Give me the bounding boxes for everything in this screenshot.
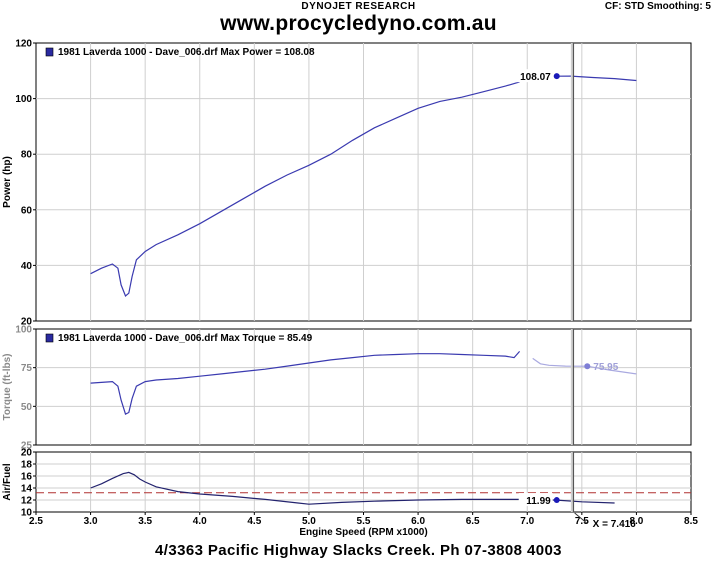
power-series-line	[90, 81, 520, 297]
settings-label: CF: STD Smoothing: 5	[604, 1, 711, 12]
footer-address: 4/3363 Pacific Highway Slacks Creek. Ph …	[155, 542, 562, 559]
torque-ytick-label: 50	[21, 402, 33, 413]
website-title: www.procycledyno.com.au	[220, 12, 497, 35]
brand-label: DYNOJET RESEARCH	[301, 1, 416, 12]
torque-ytick-label: 100	[15, 325, 32, 336]
x-tick-label: 5.5	[357, 516, 371, 527]
torque-series-line	[532, 357, 637, 375]
power-marker-label: 108.07	[520, 72, 551, 83]
chart-header: DYNOJET RESEARCH CF: STD Smoothing: 5 ww…	[0, 0, 717, 40]
afr-ytick-label: 10	[21, 508, 33, 519]
torque-legend-label: 1981 Laverda 1000 - Dave_006.drf Max Tor…	[58, 333, 313, 344]
x-tick-label: 8.0	[629, 516, 643, 527]
torque-marker-label: 75.95	[593, 362, 618, 373]
cursor-readout: X = 7.416	[593, 519, 637, 530]
power-ytick-label: 80	[21, 150, 33, 161]
afr-ytick-label: 14	[21, 484, 33, 495]
cursor-pointer	[574, 512, 587, 524]
x-tick-label: 4.5	[247, 516, 261, 527]
torque-marker-point	[584, 363, 591, 370]
x-axis-label: Engine Speed (RPM x1000)	[299, 527, 427, 538]
torque-axis-label: Torque (ft-lbs)	[2, 353, 13, 420]
x-tick-label: 3.5	[138, 516, 152, 527]
afr-ytick-label: 12	[21, 496, 33, 507]
x-tick-label: 6.0	[411, 516, 425, 527]
torque-ytick-label: 75	[21, 363, 33, 374]
power-marker-point	[553, 73, 560, 80]
afr-marker-label-bg	[518, 493, 553, 507]
power-ytick-label: 120	[15, 39, 32, 50]
power-legend-label: 1981 Laverda 1000 - Dave_006.drf Max Pow…	[58, 47, 315, 58]
power-ytick-label: 40	[21, 261, 33, 272]
afr-series-line	[90, 471, 615, 505]
afr-axis-label: Air/Fuel	[2, 463, 13, 500]
x-tick-label: 2.5	[29, 516, 43, 527]
x-tick-label: 7.0	[520, 516, 534, 527]
power-series-line	[556, 75, 637, 82]
x-tick-label: 7.5	[575, 516, 589, 527]
torque-legend-swatch	[45, 333, 54, 343]
power-panel: 20 40 60 80 100 120 Power (hp) 1981 Laverda 100…	[2, 39, 692, 328]
power-ytick-label: 20	[21, 317, 33, 328]
torque-series-line	[90, 351, 521, 415]
afr-marker-label: 11.99	[526, 496, 551, 507]
afr-ytick-label: 20	[21, 448, 33, 459]
x-tick-label: 4.0	[193, 516, 207, 527]
afr-marker-point	[553, 497, 560, 504]
x-tick-label: 6.5	[466, 516, 480, 527]
torque-ytick-label: 25	[21, 441, 33, 452]
afr-ytick-label: 16	[21, 472, 33, 483]
torque-panel: 25 50 75 100 Torque (ft-lbs) 1981 Laverda 100…	[2, 325, 692, 452]
x-tick-label: 5.0	[302, 516, 316, 527]
power-axis-label: Power (hp)	[2, 156, 13, 208]
afr-ytick-label: 18	[21, 460, 33, 471]
power-ytick-label: 100	[15, 94, 32, 105]
x-tick-label: 8.5	[684, 516, 698, 527]
power-ytick-label: 60	[21, 205, 33, 216]
power-legend-swatch	[45, 47, 54, 57]
x-tick-label: 3.0	[84, 516, 98, 527]
power-marker-label-bg	[512, 69, 553, 83]
